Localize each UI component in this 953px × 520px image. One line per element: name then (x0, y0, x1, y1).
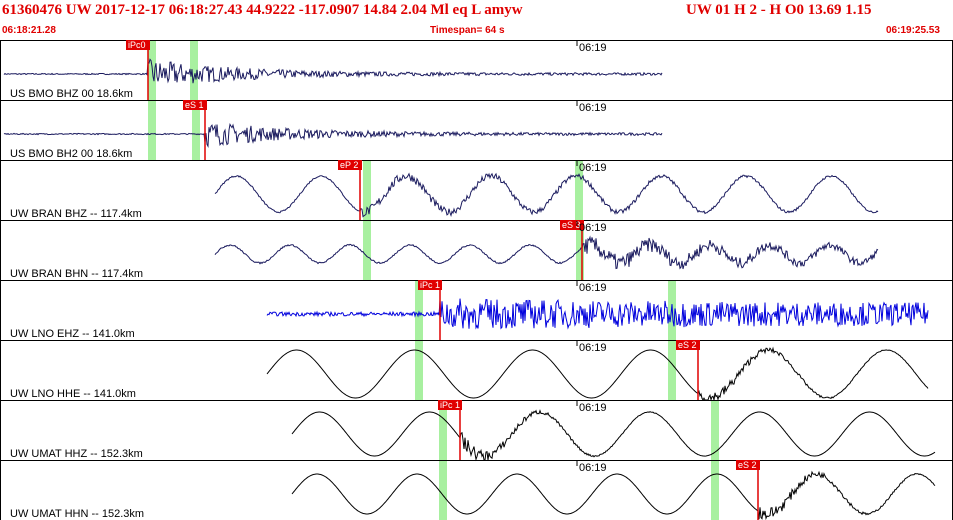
trace-row[interactable]: eS 306:19 UW BRAN BHN -- 117.4km (0, 220, 953, 281)
pick-window (415, 281, 423, 340)
pick-window (668, 341, 676, 400)
station-label: UW BRAN BHZ -- 117.4km (10, 208, 142, 220)
waveform (291, 470, 936, 520)
station-label: UW LNO EHZ -- 141.0km (10, 328, 135, 340)
trace-row[interactable]: eS 2 06:19 UW LNO HHE -- 141.0km (0, 340, 953, 402)
pick-window (192, 101, 200, 160)
pick-window (415, 341, 423, 400)
pick-badge[interactable] (676, 340, 700, 350)
channel-info: UW 01 H 2 - H O0 13.69 1.15 (686, 2, 872, 18)
pick-label: eS 1 (185, 100, 204, 110)
pick-label: iPc 1 (420, 280, 440, 290)
pick-window (711, 461, 719, 520)
waveform (3, 122, 663, 149)
trace-row-border (0, 160, 953, 221)
pick-window (439, 401, 447, 460)
waveform (214, 235, 879, 270)
pick-badge[interactable] (126, 40, 150, 50)
trace-row[interactable]: iPc 1 06:19 UW UMAT HHZ -- 152.3km (0, 400, 953, 462)
station-label: UW UMAT HHZ -- 152.3km (10, 448, 143, 460)
time-tick-label: 06:19 (579, 42, 607, 54)
pick-badge[interactable] (560, 220, 584, 230)
pick-badge[interactable] (338, 160, 362, 170)
pick-label: eS 2 (678, 340, 697, 350)
station-label: US BMO BHZ 00 18.6km (10, 88, 133, 100)
trace-row[interactable]: iPc0 06:19 US BMO BHZ 00 18.6km (0, 40, 953, 101)
pick-badge[interactable] (183, 100, 207, 110)
waveform (291, 409, 936, 462)
trace-row[interactable]: eS 2 06:19 UW UMAT HHN -- 152.3km (0, 460, 953, 520)
pick-badge[interactable] (418, 280, 442, 290)
pick-window (363, 161, 371, 220)
pick-label: eP 2 (340, 160, 358, 170)
trace-row-border (0, 220, 953, 281)
pick-window (190, 41, 198, 100)
trace-row-border (0, 100, 953, 161)
pick-label: iPc 1 (440, 400, 460, 410)
waveform (266, 346, 929, 402)
trace-row-border (0, 340, 953, 401)
trace-row-border (0, 400, 953, 461)
start-time: 06:18:21.28 (2, 25, 56, 36)
station-label: UW BRAN BHN -- 117.4km (10, 268, 143, 280)
time-tick-label: 06:19 (579, 402, 607, 414)
time-tick-label: 06:19 (579, 282, 607, 294)
station-label: UW UMAT HHN -- 152.3km (10, 508, 144, 520)
station-label: UW LNO HHE -- 141.0km (10, 388, 136, 400)
pick-label: eS 3 (562, 220, 581, 230)
waveform (3, 58, 663, 84)
trace-row[interactable]: eP 2 06:19 UW BRAN BHZ -- 117.4km (0, 160, 953, 221)
time-tick-label: 06:19 (579, 102, 607, 114)
pick-window (439, 461, 447, 520)
station-label: US BMO BH2 00 18.6km (10, 148, 132, 160)
event-title: 61360476 UW 2017-12-17 06:18:27.43 44.92… (2, 2, 523, 18)
pick-badge[interactable] (736, 460, 760, 470)
event-header: 61360476 UW 2017-12-17 06:18:27.43 44.92… (0, 0, 953, 26)
pick-label: eS 2 (738, 460, 757, 470)
pick-window (148, 101, 156, 160)
pick-window (576, 221, 584, 280)
trace-row[interactable]: iPc 1 06:19 UW LNO EHZ -- 141.0km (0, 280, 953, 341)
time-tick-label: 06:19 (579, 342, 607, 354)
time-tick-label: 06:19 (579, 222, 607, 234)
waveform (266, 298, 929, 330)
pick-window (575, 161, 583, 220)
pick-label: iPc0 (128, 40, 146, 50)
pick-badge[interactable] (438, 400, 462, 410)
pick-window (711, 401, 719, 460)
trace-row[interactable]: eS 1 06:19 US BMO BH2 00 18.6km (0, 100, 953, 161)
waveform (214, 172, 879, 218)
timespan-label: Timespan= 64 s (430, 25, 505, 36)
time-tick-label: 06:19 (579, 462, 607, 474)
time-tick-label: 06:19 (579, 162, 607, 174)
end-time: 06:19:25.53 (886, 25, 940, 36)
pick-window (363, 221, 371, 280)
